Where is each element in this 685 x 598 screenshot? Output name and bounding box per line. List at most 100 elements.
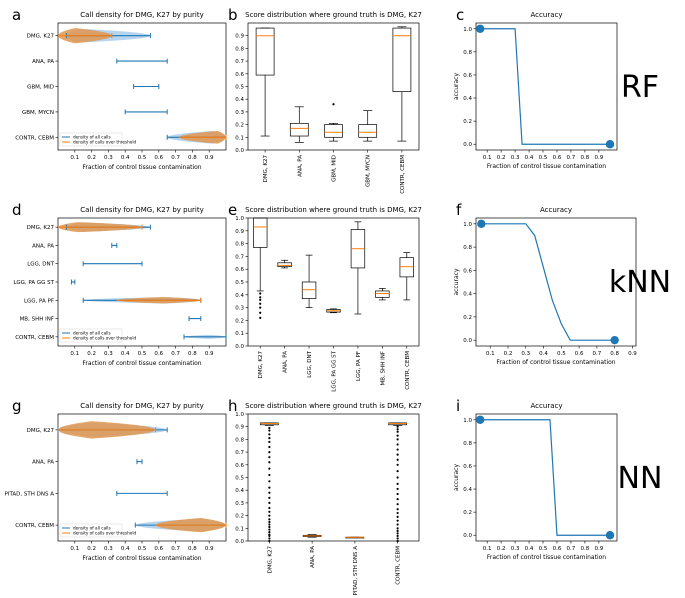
box-outlier <box>396 523 399 526</box>
panel-a: a Call density for DMG, K27 by purity 0.1 0… <box>12 6 227 171</box>
y-tick-label: 0.0 <box>235 344 244 350</box>
box-outlier <box>396 443 399 446</box>
y-tick-label: 0.1 <box>235 135 244 141</box>
y-tick-label: 0.7 <box>235 59 244 65</box>
x-tick-label: 0.6 <box>154 351 163 357</box>
box-outlier <box>396 503 399 506</box>
y-tick-label: 0.4 <box>235 488 244 494</box>
x-tick-label: 0.9 <box>205 546 214 552</box>
y-tick-label: 0.3 <box>235 110 244 116</box>
box <box>324 124 343 138</box>
x-tick-label: 0.3 <box>511 546 520 552</box>
category-label-lgg-pa-gg-st: LGG, PA GG ST <box>332 350 338 391</box>
box-outlier <box>268 426 271 430</box>
y-tick-label: 0.8 <box>235 46 244 52</box>
y-tick-label: 1.0 <box>463 27 472 33</box>
x-tick-label: 0.2 <box>87 155 96 161</box>
x-axis-label: Fraction of control tissue contamination <box>496 359 615 366</box>
panel-label: a <box>12 6 21 24</box>
y-tick-label: 0.2 <box>463 510 472 516</box>
y-tick-label: 0.8 <box>463 50 472 56</box>
x-tick-label: 0.2 <box>504 351 513 357</box>
box-outlier <box>268 437 271 440</box>
y-tick-label: 0.7 <box>235 254 244 260</box>
x-tick-label: 0.3 <box>104 155 113 161</box>
y-tick-label: 0.8 <box>235 242 244 248</box>
panel-label: b <box>228 6 238 24</box>
y-tick-label: 0.6 <box>235 463 244 469</box>
x-axis-label: Fraction of control tissue contamination <box>82 360 201 367</box>
y-tick-label: 0.2 <box>235 318 244 324</box>
panel-title: Call density for DMG, K27 by purity <box>80 206 203 214</box>
panel-title: Call density for DMG, K27 by purity <box>80 11 203 19</box>
x-tick-label: 0.7 <box>171 351 180 357</box>
panel-label: h <box>228 397 238 415</box>
panel-title: Score distribution where ground truth is… <box>245 206 422 214</box>
x-tick-label: 0.1 <box>483 546 492 552</box>
category-label-dmg-k27: DMG, K27 <box>27 225 55 231</box>
accuracy-marker <box>610 335 619 345</box>
box-outlier <box>396 534 399 538</box>
box-outlier <box>268 520 271 524</box>
panel-title: Accuracy <box>540 206 572 214</box>
box-outlier <box>268 506 271 510</box>
y-tick-label: 1.0 <box>235 216 244 222</box>
box-outlier <box>332 103 335 106</box>
box-outlier <box>259 311 262 314</box>
box-outlier <box>268 473 271 477</box>
y-tick-label: 0.0 <box>463 533 472 539</box>
box-outlier <box>268 501 271 504</box>
x-tick-label: 0.4 <box>121 155 130 161</box>
box-outlier <box>396 448 399 451</box>
x-tick-label: 0.6 <box>154 155 163 161</box>
box-outlier <box>396 453 399 456</box>
category-label-gbm-mycn: GBM, MYCN <box>22 110 54 116</box>
category-label-lgg-dnt: LGG, DNT <box>27 262 54 268</box>
category-label-pitad-sth-dns-a: PITAD, STH DNS A <box>5 491 55 497</box>
accuracy-marker <box>475 24 485 33</box>
box-outlier <box>396 428 399 431</box>
y-tick-label: 0.4 <box>463 292 472 298</box>
box-outlier <box>396 511 399 515</box>
y-tick-label: 0.0 <box>463 142 472 148</box>
x-tick-label: 0.5 <box>539 546 548 552</box>
x-tick-label: 0.6 <box>553 155 562 161</box>
x-tick-label: 0.5 <box>138 546 147 552</box>
category-label-contr-cebm: CONTR, CEBM <box>15 523 54 529</box>
panel-title: Accuracy <box>531 402 563 410</box>
box-outlier <box>396 539 399 543</box>
y-tick-label: 0.0 <box>235 539 244 545</box>
accuracy-marker <box>477 219 486 229</box>
box-outlier <box>396 458 399 461</box>
plot-frame <box>57 217 227 347</box>
box-outlier <box>259 302 262 305</box>
accuracy-marker <box>605 531 615 540</box>
panel-f: f Accuracy 0.1 0.2 0.3 0.4 0.5 0.6 0.7 0.8 0.9 0.0 0… <box>453 201 637 366</box>
legend-label-all: density of all calls <box>73 526 111 531</box>
row-label-knn: kNN <box>609 265 671 300</box>
y-tick-label: 0.7 <box>235 450 244 456</box>
legend-label-threshold: density of calls over threshold <box>73 140 136 145</box>
x-tick-label: 0.4 <box>525 546 534 552</box>
panel-e: e Score distribution where ground truth i… <box>228 201 422 392</box>
x-tick-label: 0.5 <box>557 351 566 357</box>
panel-title: Score distribution where ground truth is… <box>245 402 422 410</box>
x-tick-label: 0.3 <box>511 155 520 161</box>
panel-label: e <box>228 201 237 219</box>
y-axis-label: accuracy <box>453 268 460 296</box>
box-outlier <box>268 445 271 449</box>
x-tick-label: 0.1 <box>486 351 495 357</box>
x-tick-label: 0.2 <box>87 351 96 357</box>
category-label-ana-pa: ANA, PA <box>283 351 289 373</box>
y-tick-label: 0.3 <box>235 501 244 507</box>
panel-label: f <box>456 201 462 219</box>
panel-title: Call density for DMG, K27 by purity <box>80 402 203 410</box>
y-tick-label: 0.9 <box>235 34 244 40</box>
x-tick-label: 0.5 <box>539 155 548 161</box>
category-label-lgg-pa-pf: LGG, PA PF <box>24 298 54 304</box>
box <box>253 217 268 248</box>
accuracy-line <box>480 28 611 145</box>
y-axis-label: accuracy <box>453 464 460 492</box>
box-outlier <box>268 525 271 529</box>
y-tick-label: 0.2 <box>463 315 472 321</box>
